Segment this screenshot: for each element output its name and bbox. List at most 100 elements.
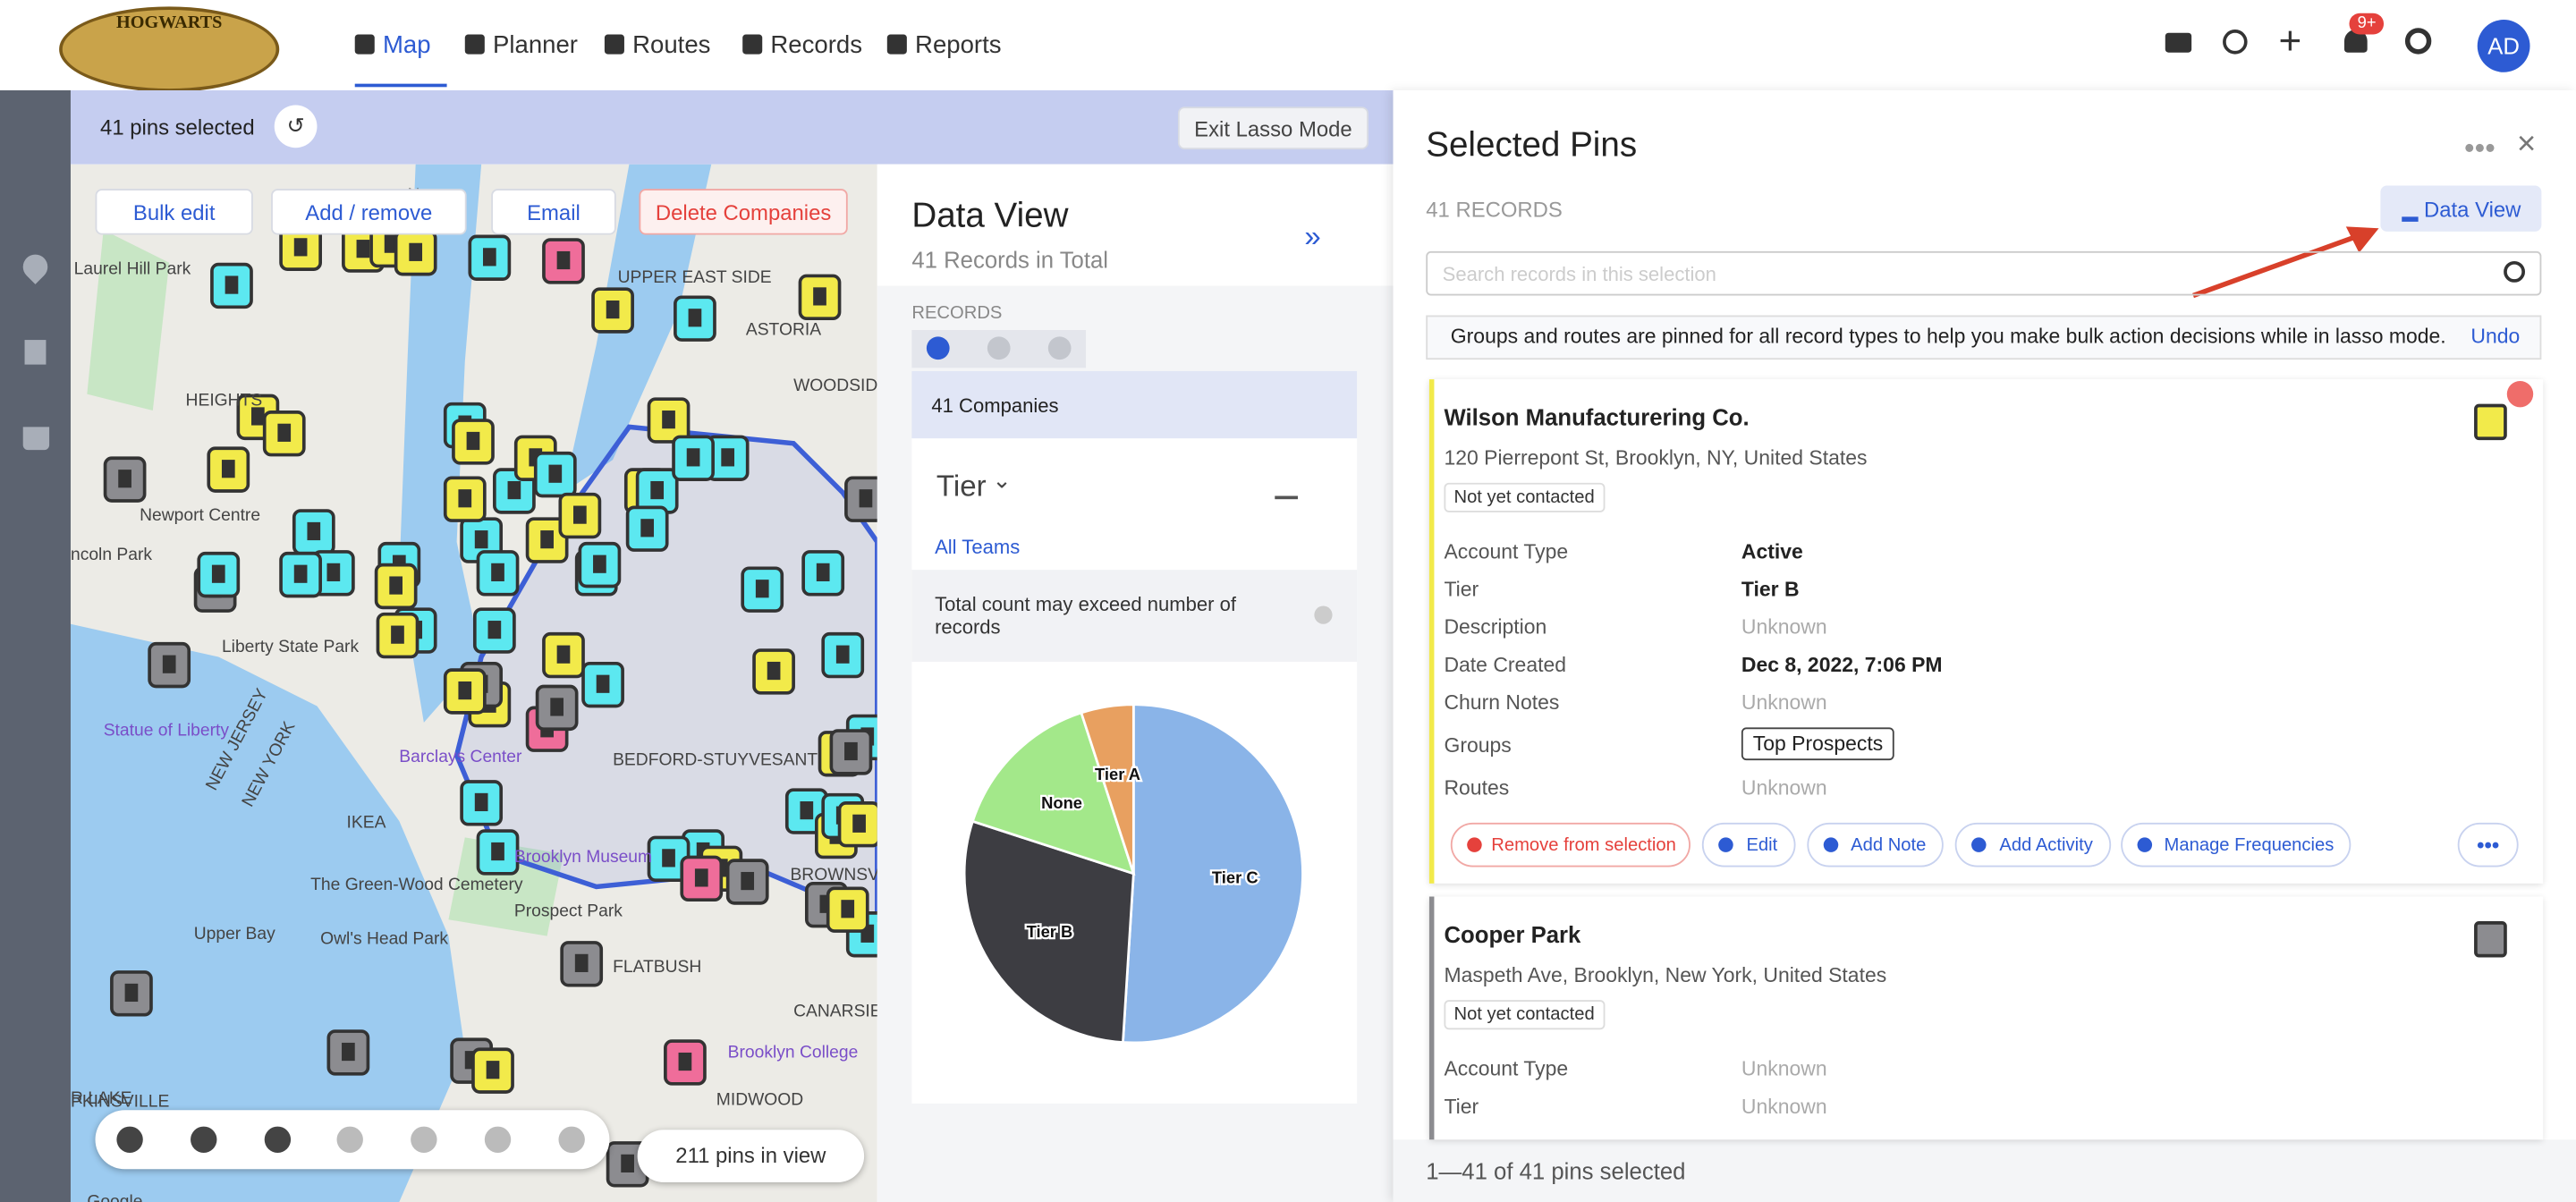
pin-icon xyxy=(844,741,858,761)
info-text: Groups and routes are pinned for all rec… xyxy=(1450,325,2446,349)
info-bar xyxy=(1426,315,2542,360)
status-chip: Not yet contacted xyxy=(1444,1000,1605,1030)
close-button[interactable]: × xyxy=(2516,126,2537,163)
pin-icon xyxy=(326,563,341,581)
map-label: Barclays Center xyxy=(399,748,522,766)
pin-icon xyxy=(482,248,496,267)
group-by[interactable]: Tier xyxy=(936,470,987,503)
search-icon[interactable] xyxy=(2504,260,2526,283)
map-label: PKINSVILLE xyxy=(71,1093,169,1112)
sidebar-icon[interactable] xyxy=(24,340,47,365)
info-icon[interactable] xyxy=(1314,605,1333,624)
map-tool[interactable] xyxy=(484,1126,512,1153)
pin-icon xyxy=(162,655,176,673)
nav-item[interactable]: Routes xyxy=(632,30,711,60)
slice-label: Tier C xyxy=(1212,868,1258,887)
nav-icon xyxy=(464,34,485,55)
download-icon[interactable] xyxy=(1275,476,1298,500)
more-button[interactable]: ••• xyxy=(2457,822,2519,868)
undo-link[interactable]: Undo xyxy=(2470,325,2521,349)
reset-button[interactable]: ↺ xyxy=(274,105,318,148)
add-icon[interactable]: + xyxy=(2278,20,2302,64)
avatar[interactable]: AD xyxy=(2477,20,2530,72)
action-button[interactable]: Remove from selection xyxy=(1450,822,1690,868)
nav-item[interactable]: Map xyxy=(382,30,431,60)
field-value: Unknown xyxy=(1741,1095,1827,1119)
notification-badge: 9+ xyxy=(2349,13,2385,35)
record-address: Maspeth Ave, Brooklyn, New York, United … xyxy=(1444,963,1887,987)
pie-slice xyxy=(1080,703,1135,875)
map-tool[interactable] xyxy=(116,1126,143,1153)
active-indicator xyxy=(354,83,447,88)
nav-icon xyxy=(886,34,907,55)
record-card[interactable] xyxy=(1428,379,2544,884)
annotation-arrow xyxy=(2192,226,2379,299)
more-menu[interactable]: ••• xyxy=(2464,131,2496,165)
pin-icon xyxy=(650,480,665,500)
collapse-button[interactable]: » xyxy=(1304,220,1321,253)
map-label: IKEA xyxy=(347,813,386,832)
field-label: Routes xyxy=(1444,776,1510,800)
map-tool[interactable] xyxy=(264,1126,292,1153)
action-button[interactable]: Manage Frequencies xyxy=(2121,822,2351,868)
map-label: CANARSIE xyxy=(793,1003,877,1021)
search-icon[interactable] xyxy=(2223,30,2248,55)
pin-icon xyxy=(662,411,675,429)
map-label: Google xyxy=(87,1193,142,1202)
toolbar-button[interactable]: Delete Companies xyxy=(639,189,848,235)
dropdown-caret[interactable]: ⌄ xyxy=(992,466,1012,493)
pin-icon xyxy=(409,242,423,261)
nav-item[interactable]: Records xyxy=(770,30,863,60)
pin-icon xyxy=(593,554,606,573)
pin-icon xyxy=(548,464,563,483)
record-card[interactable] xyxy=(1428,896,2544,1140)
field-value: Tier B xyxy=(1741,578,1800,602)
remove-badge[interactable] xyxy=(2506,380,2534,408)
pin-icon xyxy=(466,431,480,451)
data-view-button[interactable]: Data View xyxy=(2380,185,2542,232)
action-button[interactable]: Add Note xyxy=(1807,822,1944,868)
exit-lasso-button[interactable]: Exit Lasso Mode xyxy=(1177,106,1368,150)
pin-icon xyxy=(835,645,850,664)
action-button[interactable]: Edit xyxy=(1701,822,1796,868)
map-tool[interactable] xyxy=(558,1126,585,1153)
sidebar-icon[interactable] xyxy=(22,427,50,451)
field-label: Churn Notes xyxy=(1444,690,1560,715)
pie-slice xyxy=(1121,703,1304,1045)
field-label: Description xyxy=(1444,615,1547,639)
nav-item[interactable]: Reports xyxy=(915,30,1002,60)
nav-item[interactable]: Planner xyxy=(493,30,578,60)
toolbar-button[interactable]: Bulk edit xyxy=(95,189,253,235)
field-label: Date Created xyxy=(1444,653,1567,677)
map-label: MIDWOOD xyxy=(716,1091,803,1110)
toolbar-button[interactable]: Email xyxy=(491,189,616,235)
pin-icon xyxy=(221,460,235,478)
settings-icon[interactable] xyxy=(2404,28,2432,55)
map-label: Owl's Head Park xyxy=(320,930,448,949)
group-chip: Top Prospects xyxy=(1741,727,1895,761)
teams-filter[interactable]: All Teams xyxy=(935,535,1021,559)
pin-icon xyxy=(556,645,571,664)
tab-deals[interactable] xyxy=(1047,336,1072,360)
record-name[interactable]: Wilson Manufacturering Co. xyxy=(1444,403,1750,431)
search-box[interactable] xyxy=(1426,250,2542,296)
tab-companies[interactable] xyxy=(926,336,950,360)
map-tool[interactable] xyxy=(191,1126,217,1153)
map-tool[interactable] xyxy=(336,1126,363,1153)
lasso-count: 41 pins selected xyxy=(100,114,255,140)
nav-icon xyxy=(742,34,763,55)
pin-icon xyxy=(251,407,265,426)
tab-people[interactable] xyxy=(987,336,1011,360)
pin-icon xyxy=(640,519,655,538)
map-tool[interactable] xyxy=(411,1126,437,1153)
mail-icon[interactable] xyxy=(2165,32,2192,53)
pin-icon xyxy=(389,576,402,595)
logo[interactable] xyxy=(59,6,280,92)
record-pin-icon xyxy=(2474,403,2507,441)
companies-row[interactable] xyxy=(911,370,1358,439)
action-icon xyxy=(1467,837,1482,852)
toolbar-button[interactable]: Add / remove xyxy=(271,189,467,235)
record-name[interactable]: Cooper Park xyxy=(1444,921,1581,948)
panel-title: Selected Pins xyxy=(1426,126,1638,165)
